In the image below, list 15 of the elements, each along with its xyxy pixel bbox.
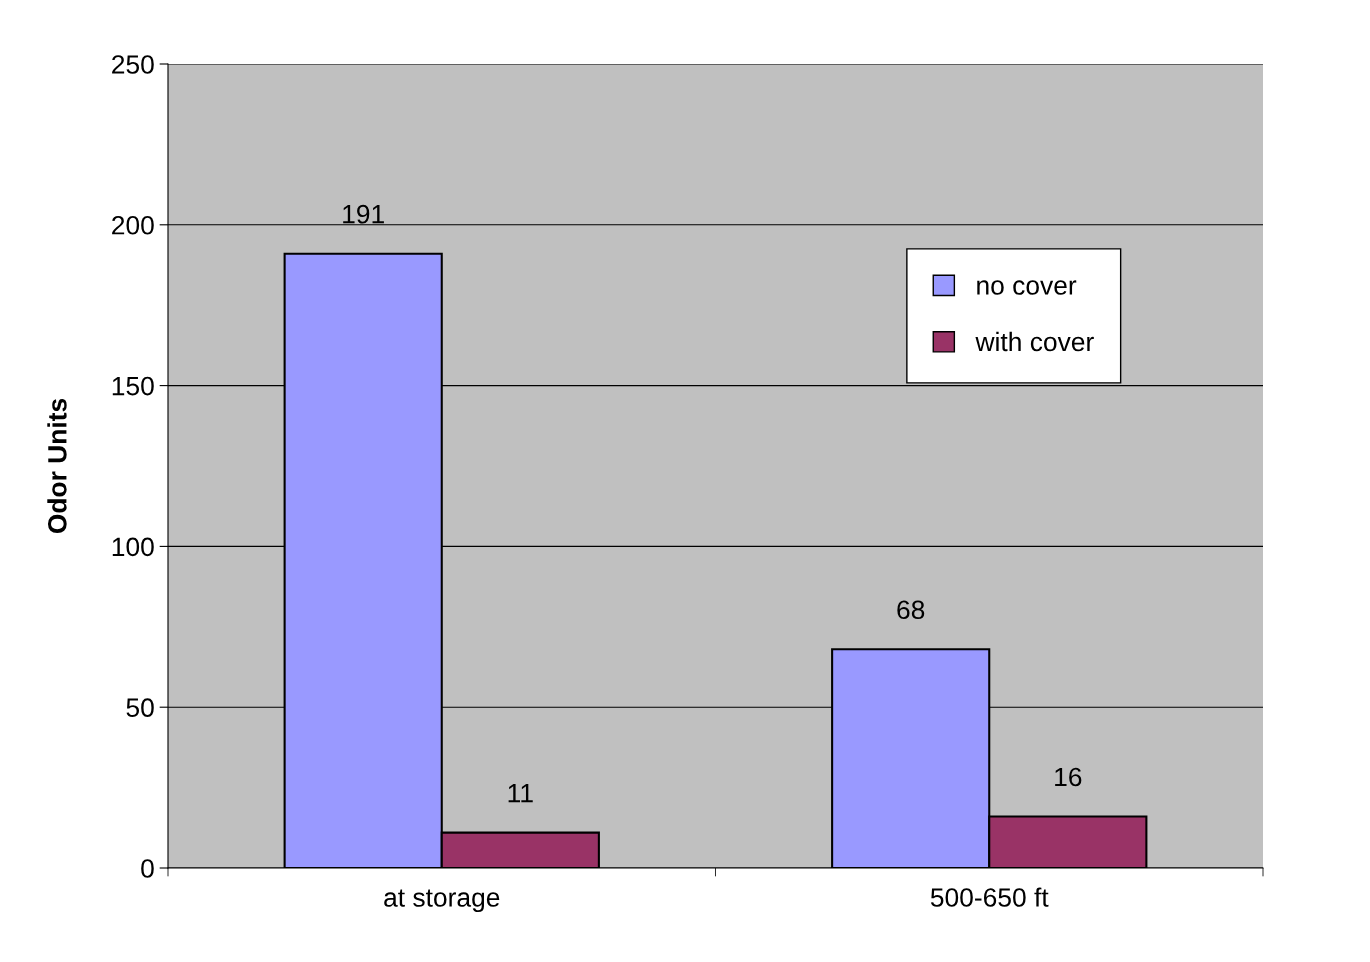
data-label: 16 — [1055, 767, 1082, 787]
legend-label: no cover — [977, 280, 1077, 295]
data-label: 191 — [343, 204, 384, 224]
data-label: 11 — [508, 783, 533, 803]
x-tick-label: 500-650 ft — [930, 887, 1049, 907]
y-tick-label: 250 — [112, 55, 154, 74]
x-tick-label: at storage — [384, 889, 500, 913]
legend-label: with cover — [975, 331, 1094, 352]
data-label: 68 — [897, 600, 925, 620]
y-tick-label: 50 — [126, 698, 154, 718]
y-tick-label: 200 — [112, 215, 154, 235]
y-axis-title: Odor Units — [47, 398, 67, 534]
y-tick-label: 100 — [112, 537, 154, 557]
y-tick-label: 150 — [112, 376, 154, 396]
y-tick-label: 0 — [141, 859, 154, 878]
